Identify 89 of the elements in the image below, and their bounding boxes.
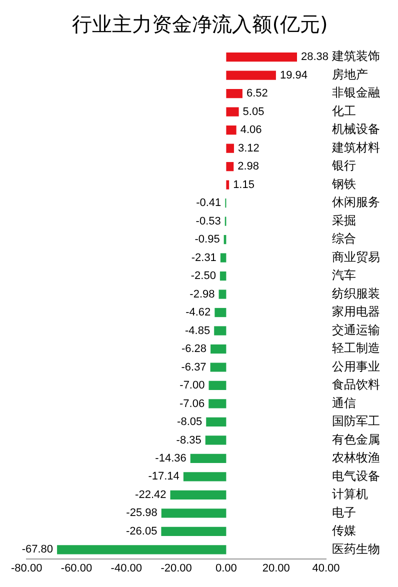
x-tick-label: 20.00 (262, 562, 290, 574)
y-tick-label: 食品饮料 (332, 378, 380, 392)
data-label: -0.95 (194, 234, 220, 246)
y-tick-label: 银行 (331, 158, 356, 173)
y-tick-label: 非银金融 (332, 86, 380, 100)
y-tick-label: 纺织服装 (332, 286, 380, 300)
data-label: -2.31 (191, 252, 216, 264)
data-label: -0.53 (196, 215, 221, 228)
bar (183, 472, 226, 482)
bar (226, 89, 242, 98)
bar (214, 326, 226, 336)
data-label: -7.06 (180, 398, 205, 410)
bar (210, 362, 226, 372)
bar (161, 508, 226, 518)
y-tick-label: 公用事业 (332, 359, 380, 374)
y-tick-label: 采掘 (332, 213, 356, 228)
y-tick-label: 机械设备 (332, 122, 380, 136)
y-tick-label: 轻工制造 (332, 341, 380, 356)
x-tick-label: -80.00 (10, 562, 42, 574)
y-tick-label: 建筑装饰 (331, 49, 380, 64)
bar (170, 490, 226, 500)
x-tick-label: 0.00 (215, 562, 237, 574)
y-tick-label: 家用电器 (332, 304, 380, 319)
y-tick-label: 有色金属 (332, 432, 380, 446)
data-label: -67.80 (22, 544, 54, 556)
y-tick-label: 交通运输 (332, 322, 380, 337)
bar (190, 454, 226, 464)
y-tick-label: 电子 (332, 505, 356, 520)
bar (226, 180, 230, 190)
y-tick-label: 建筑材料 (331, 140, 380, 154)
y-tick-label: 通信 (332, 396, 356, 410)
data-label: -26.05 (126, 525, 158, 538)
y-tick-label: 医药生物 (332, 542, 380, 556)
y-tick-label: 汽车 (332, 268, 356, 282)
data-label: -0.41 (196, 197, 222, 210)
data-label: -4.85 (185, 324, 210, 337)
data-label: 5.05 (242, 106, 264, 118)
data-label: -4.62 (186, 306, 211, 319)
bar (208, 380, 226, 390)
y-tick-label: 化工 (332, 104, 356, 118)
data-label: 1.15 (233, 178, 254, 191)
y-tick-label: 计算机 (332, 487, 368, 502)
bar (226, 107, 239, 116)
data-label: -8.05 (177, 416, 202, 428)
y-tick-label: 电气设备 (332, 468, 380, 483)
bar (226, 162, 234, 172)
x-tick-label: 40.00 (312, 562, 340, 574)
bar (226, 144, 234, 153)
data-label: -6.28 (181, 343, 207, 356)
bar (220, 253, 226, 262)
data-label: 19.94 (280, 69, 308, 82)
x-tick-label: -40.00 (110, 562, 142, 574)
y-tick-label: 综合 (332, 232, 356, 246)
y-tick-label: 房地产 (332, 67, 368, 82)
data-label: -2.98 (190, 288, 215, 300)
data-label: 6.52 (246, 88, 268, 100)
bar (218, 290, 226, 299)
y-tick-label: 休闲服务 (332, 195, 380, 210)
data-label: 4.06 (240, 124, 262, 136)
data-label: -22.42 (135, 488, 166, 501)
x-tick-label: -60.00 (60, 562, 92, 574)
bar (208, 399, 226, 408)
bar (57, 545, 226, 554)
bar (226, 70, 276, 80)
data-label: -8.35 (176, 434, 202, 446)
y-tick-label: 农林牧渔 (332, 450, 380, 465)
data-label: -17.14 (148, 470, 180, 483)
data-label: -25.98 (126, 507, 158, 520)
bar (220, 271, 226, 281)
data-label: -7.00 (180, 380, 205, 392)
data-label: 3.12 (238, 142, 260, 154)
data-label: -2.50 (190, 270, 216, 282)
y-tick-label: 传媒 (332, 524, 356, 538)
bar (161, 526, 226, 536)
chart-title: 行业主力资金净流入额(亿元) (72, 12, 328, 36)
bar (210, 344, 226, 354)
bar (226, 126, 236, 135)
data-label: -6.37 (181, 361, 206, 374)
data-label: -14.36 (155, 452, 186, 464)
data-label: 2.98 (238, 160, 260, 173)
bar (206, 417, 226, 427)
bar (205, 436, 226, 445)
bar (226, 52, 298, 62)
y-tick-label: 商业贸易 (332, 250, 380, 264)
y-tick-label: 国防军工 (332, 414, 380, 428)
y-tick-label: 钢铁 (331, 176, 356, 191)
data-label: 28.38 (301, 51, 329, 64)
x-tick-label: -20.00 (160, 562, 192, 574)
bar (214, 308, 226, 318)
